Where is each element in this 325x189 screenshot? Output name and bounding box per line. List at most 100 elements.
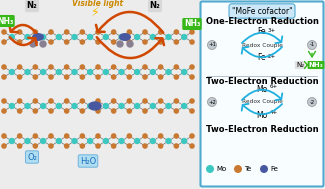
Text: H₂O: H₂O [80, 156, 96, 166]
Circle shape [103, 69, 109, 75]
Circle shape [111, 64, 116, 70]
Circle shape [118, 103, 125, 109]
Circle shape [80, 108, 85, 114]
Circle shape [40, 41, 46, 47]
Text: N₂: N₂ [296, 62, 304, 68]
Circle shape [165, 103, 172, 109]
Text: Fe: Fe [258, 53, 266, 63]
Circle shape [103, 34, 109, 40]
Circle shape [126, 98, 132, 104]
Circle shape [150, 69, 156, 75]
Circle shape [158, 39, 163, 45]
Circle shape [48, 39, 54, 45]
Circle shape [80, 39, 85, 45]
Circle shape [174, 133, 179, 139]
Circle shape [48, 133, 54, 139]
Circle shape [17, 98, 22, 104]
Circle shape [32, 39, 38, 45]
Circle shape [189, 29, 195, 35]
Circle shape [32, 74, 38, 80]
Text: "MoFe cofactor": "MoFe cofactor" [232, 6, 292, 15]
Circle shape [111, 108, 116, 114]
Circle shape [307, 98, 317, 106]
Circle shape [189, 133, 195, 139]
FancyBboxPatch shape [0, 0, 200, 189]
Circle shape [24, 34, 31, 40]
Circle shape [158, 98, 163, 104]
Circle shape [111, 74, 116, 80]
Text: NH₃: NH₃ [309, 62, 323, 68]
Circle shape [24, 103, 31, 109]
Text: Redox Couple: Redox Couple [241, 43, 282, 47]
Circle shape [174, 29, 179, 35]
Circle shape [126, 74, 132, 80]
Circle shape [111, 143, 116, 149]
Circle shape [56, 103, 62, 109]
Circle shape [260, 165, 268, 173]
Circle shape [95, 108, 101, 114]
Circle shape [165, 138, 172, 144]
Circle shape [24, 69, 31, 75]
Text: 2+: 2+ [268, 53, 276, 59]
Circle shape [1, 74, 7, 80]
Circle shape [9, 138, 15, 144]
Circle shape [80, 98, 85, 104]
Text: 6+: 6+ [270, 84, 278, 90]
Circle shape [103, 103, 109, 109]
Circle shape [158, 74, 163, 80]
Text: Fe: Fe [258, 28, 266, 36]
Circle shape [32, 108, 38, 114]
Circle shape [95, 133, 101, 139]
Circle shape [189, 74, 195, 80]
Text: -1: -1 [309, 43, 315, 47]
Circle shape [40, 103, 46, 109]
Circle shape [64, 143, 70, 149]
Text: O₂: O₂ [27, 153, 37, 161]
Circle shape [48, 108, 54, 114]
Circle shape [32, 64, 38, 70]
Circle shape [189, 64, 195, 70]
Circle shape [1, 143, 7, 149]
Circle shape [1, 64, 7, 70]
Circle shape [174, 64, 179, 70]
Circle shape [126, 39, 132, 45]
Circle shape [80, 133, 85, 139]
Circle shape [24, 138, 31, 144]
Circle shape [142, 143, 148, 149]
Circle shape [95, 143, 101, 149]
Circle shape [142, 74, 148, 80]
Text: Mo: Mo [256, 111, 267, 119]
Circle shape [142, 133, 148, 139]
Circle shape [17, 108, 22, 114]
Text: Fe: Fe [270, 166, 278, 172]
Circle shape [1, 108, 7, 114]
Circle shape [118, 34, 125, 40]
Circle shape [1, 29, 7, 35]
Ellipse shape [32, 33, 44, 41]
Circle shape [307, 40, 317, 50]
Circle shape [32, 29, 38, 35]
Circle shape [95, 64, 101, 70]
Circle shape [134, 138, 140, 144]
Circle shape [206, 165, 214, 173]
Text: Two-Electron Reduction: Two-Electron Reduction [206, 77, 318, 85]
Circle shape [165, 34, 172, 40]
Circle shape [95, 98, 101, 104]
Text: 3+: 3+ [268, 28, 276, 33]
Circle shape [17, 143, 22, 149]
Circle shape [174, 74, 179, 80]
Circle shape [126, 143, 132, 149]
Circle shape [56, 138, 62, 144]
Circle shape [95, 29, 101, 35]
Circle shape [95, 39, 101, 45]
Circle shape [111, 29, 116, 35]
Circle shape [111, 98, 116, 104]
Text: Mo: Mo [216, 166, 226, 172]
Circle shape [56, 69, 62, 75]
Circle shape [142, 39, 148, 45]
Circle shape [165, 69, 172, 75]
Circle shape [64, 29, 70, 35]
Circle shape [48, 143, 54, 149]
Circle shape [142, 64, 148, 70]
Circle shape [40, 69, 46, 75]
